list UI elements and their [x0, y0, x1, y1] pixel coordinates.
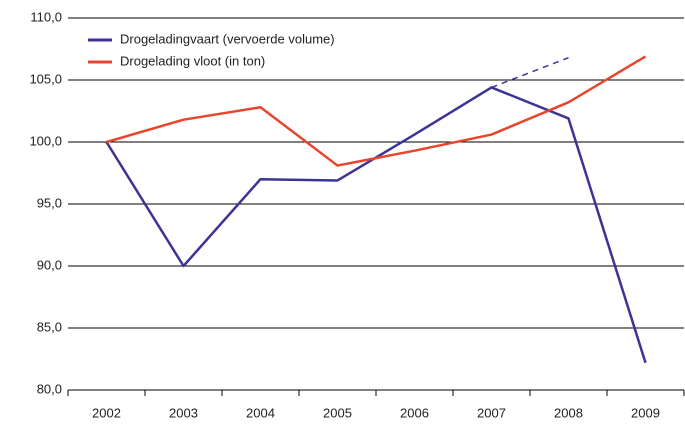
x-tick-label: 2003: [169, 405, 198, 420]
y-tick-label: 110,0: [30, 9, 62, 24]
x-tick-label: 2002: [92, 405, 121, 420]
y-tick-label: 85,0: [37, 319, 62, 334]
projection-line: [491, 56, 569, 89]
y-tick-label: 95,0: [37, 195, 62, 210]
x-tick-label: 2004: [246, 405, 275, 420]
x-tick-label: 2006: [400, 405, 429, 420]
x-tick-label: 2005: [323, 405, 352, 420]
series-line: [105, 86, 647, 364]
y-tick-label: 105,0: [29, 71, 62, 86]
x-tick-label: 2007: [477, 405, 506, 420]
y-tick-label: 100,0: [29, 133, 62, 148]
legend-label: Drogelading vloot (in ton): [120, 53, 265, 68]
y-tick-label: 90,0: [37, 257, 62, 272]
x-tick-label: 2009: [631, 405, 660, 420]
series-line: [106, 55, 647, 167]
y-tick-label: 80,0: [37, 381, 62, 396]
x-tick-label: 2008: [554, 405, 583, 420]
legend-label: Drogeladingvaart (vervoerde volume): [120, 31, 335, 46]
